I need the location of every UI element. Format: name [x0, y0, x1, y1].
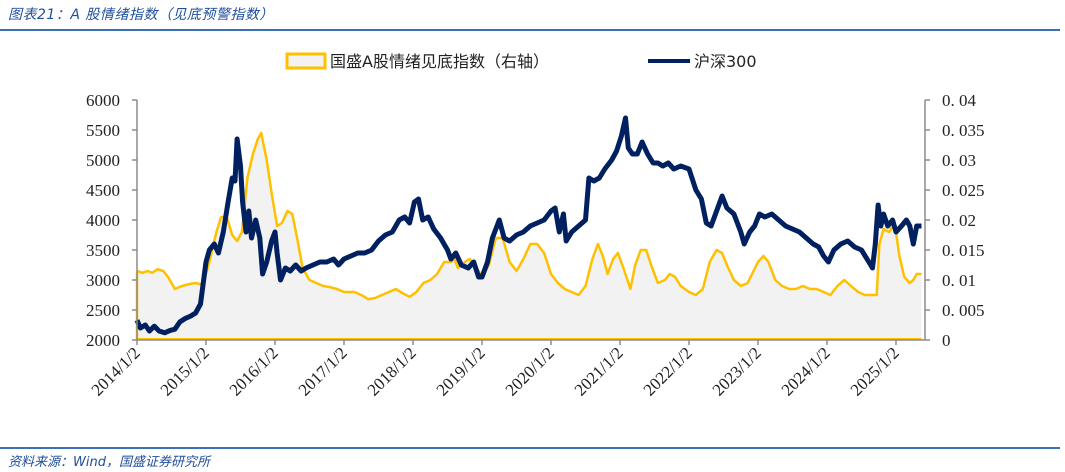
title-rule [0, 29, 1060, 31]
x-tick-label: 2023/1/2 [709, 343, 765, 399]
x-tick-label: 2019/1/2 [433, 343, 489, 399]
left-y-tick-label: 5000 [86, 151, 120, 170]
x-tick-label: 2022/1/2 [640, 343, 696, 399]
right-y-tick-label: 0. 035 [942, 121, 985, 140]
left-y-tick-label: 4500 [86, 181, 120, 200]
x-tick-label: 2015/1/2 [157, 343, 213, 399]
x-tick-label: 2016/1/2 [226, 343, 282, 399]
legend: 国盛A股情绪见底指数（右轴） 沪深300 [285, 52, 757, 71]
plot-area [134, 115, 922, 340]
left-y-tick-label: 3000 [86, 271, 120, 290]
right-y-tick-label: 0. 01 [942, 271, 976, 290]
x-tick-label: 2014/1/2 [88, 343, 144, 399]
right-y-tick-label: 0. 015 [942, 241, 985, 260]
legend-label-hs300: 沪深300 [694, 52, 757, 71]
right-y-tick-label: 0. 04 [942, 91, 977, 110]
x-tick-label: 2018/1/2 [364, 343, 420, 399]
source-note: 资料来源：Wind，国盛证券研究所 [8, 455, 210, 470]
x-tick-label: 2021/1/2 [571, 343, 627, 399]
left-y-tick-label: 2000 [86, 331, 120, 350]
x-tick-label: 2017/1/2 [295, 343, 351, 399]
sentiment-line [136, 131, 922, 301]
left-y-tick-label: 4000 [86, 211, 120, 230]
right-y-tick-label: 0 [942, 331, 951, 350]
left-y-tick-label: 5500 [86, 121, 120, 140]
chart-canvas: 国盛A股情绪见底指数（右轴） 沪深300 6000 5500 5000 4500 400… [86, 52, 985, 400]
x-tick-label: 2024/1/2 [778, 343, 834, 399]
hs300-line [134, 115, 922, 336]
right-y-tick-label: 0. 025 [942, 181, 985, 200]
chart-title: 图表21：A 股情绪指数（见底预警指数） [8, 7, 274, 23]
left-y-tick-label: 6000 [86, 91, 120, 110]
x-tick-label: 2020/1/2 [502, 343, 558, 399]
x-tick-label: 2025/1/2 [847, 343, 903, 399]
left-y-tick-label: 2500 [86, 301, 120, 320]
right-y-tick-label: 0. 005 [942, 301, 985, 320]
left-y-tick-label: 3500 [86, 241, 120, 260]
legend-swatch-sentiment [285, 52, 327, 70]
legend-label-sentiment: 国盛A股情绪见底指数（右轴） [330, 52, 549, 71]
right-y-tick-label: 0. 02 [942, 211, 976, 230]
source-rule [0, 447, 1060, 449]
right-y-tick-label: 0. 03 [942, 151, 976, 170]
